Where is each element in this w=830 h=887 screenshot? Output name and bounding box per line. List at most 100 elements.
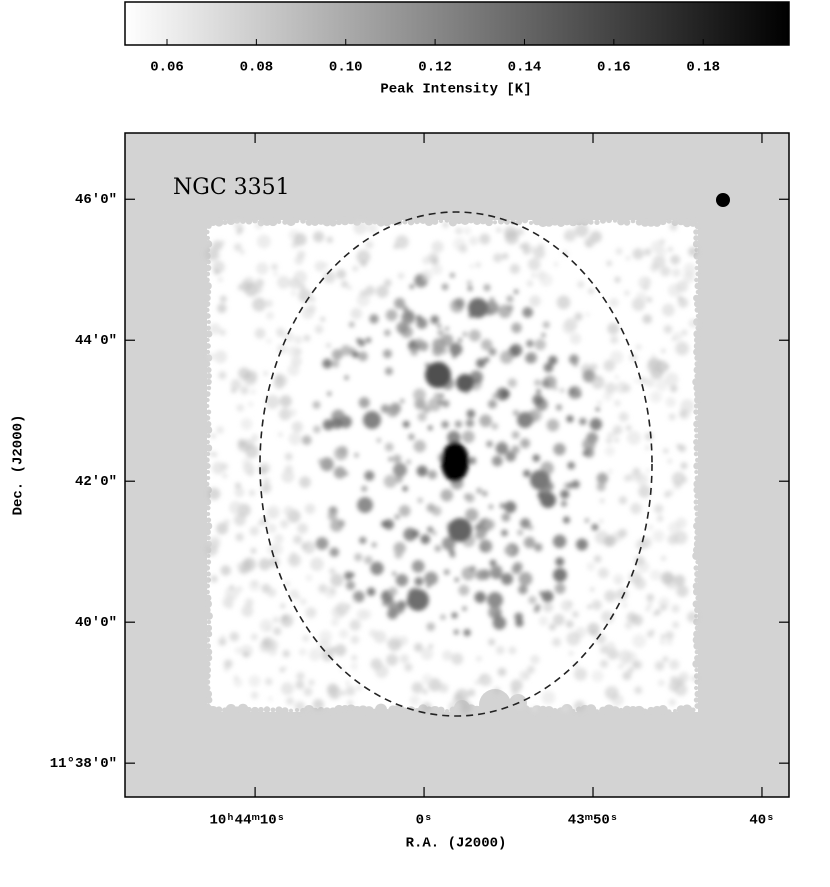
edge (203, 666, 212, 674)
speckle (259, 619, 273, 633)
speckle (298, 648, 307, 656)
speckle (492, 393, 498, 399)
speckle (401, 310, 416, 325)
speckle (629, 353, 638, 362)
edge (206, 511, 211, 517)
speckle (517, 529, 524, 536)
speckle (210, 575, 218, 583)
speckle (373, 630, 387, 644)
edge (205, 421, 212, 427)
speckle (392, 571, 397, 576)
edge (694, 415, 701, 421)
speckle (670, 384, 678, 393)
speckle (223, 519, 231, 526)
cloud (425, 362, 451, 388)
edge (215, 706, 223, 714)
colorbar-tick-label: 0.08 (240, 60, 274, 76)
speckle (243, 462, 255, 475)
edge (205, 337, 210, 343)
speckle (562, 320, 576, 335)
speckle (591, 523, 599, 531)
speckle (591, 375, 605, 390)
speckle (465, 418, 475, 428)
speckle (616, 579, 622, 585)
speckle (504, 545, 514, 555)
speckle (549, 379, 555, 386)
edge (205, 648, 213, 656)
speckle (314, 325, 324, 334)
edge (205, 259, 211, 265)
edge (695, 559, 700, 565)
colorbar-tick-label: 0.14 (508, 60, 542, 76)
speckle (441, 420, 449, 429)
speckle (532, 454, 541, 462)
speckle (668, 413, 676, 421)
speckle (609, 686, 615, 693)
speckle (421, 702, 432, 713)
speckle (607, 468, 613, 475)
edge (694, 690, 702, 698)
speckle (397, 272, 405, 280)
speckle (336, 269, 347, 280)
edge (659, 218, 667, 226)
speckle (432, 345, 443, 357)
speckle (518, 571, 533, 586)
speckle (660, 634, 666, 639)
speckle (252, 433, 258, 439)
edge (693, 565, 699, 571)
speckle (315, 537, 329, 550)
speckle (595, 407, 600, 412)
speckle (287, 345, 298, 357)
speckle (280, 614, 294, 628)
edge (305, 218, 313, 226)
edge (672, 709, 678, 714)
speckle (334, 644, 347, 657)
edge (693, 486, 701, 494)
speckle (617, 663, 624, 670)
speckle (248, 489, 256, 497)
speckle (489, 297, 495, 303)
speckle (506, 295, 514, 303)
speckle (280, 519, 289, 529)
edge (205, 612, 213, 620)
speckle (646, 630, 654, 638)
speckle (663, 491, 671, 498)
edge (693, 697, 700, 703)
speckle (663, 324, 673, 334)
speckle (274, 533, 284, 544)
speckle (462, 331, 468, 337)
speckle (422, 689, 428, 695)
speckle (568, 354, 579, 365)
y-tick-label: 44′0″ (75, 333, 117, 349)
edge (693, 300, 702, 308)
speckle (563, 483, 569, 489)
edge (384, 709, 390, 714)
speckle (438, 683, 449, 694)
edge (205, 343, 211, 349)
plot-frame (124, 132, 790, 798)
speckle (394, 550, 403, 559)
edge (585, 704, 597, 715)
edge (692, 588, 701, 596)
edge (204, 565, 211, 571)
cloud (487, 592, 503, 608)
speckle (421, 269, 433, 282)
edge (692, 600, 700, 608)
speckle (541, 379, 550, 388)
speckle (520, 518, 531, 529)
cloud (448, 518, 472, 542)
speckle (633, 472, 643, 481)
speckle (369, 314, 379, 324)
edge (204, 498, 212, 506)
speckle (683, 270, 696, 283)
speckle (590, 629, 597, 637)
speckle (496, 227, 502, 233)
edge (694, 516, 701, 524)
speckle (276, 275, 291, 289)
speckle (437, 399, 444, 405)
edge (206, 475, 211, 481)
speckle (265, 299, 273, 308)
speckle (353, 590, 365, 603)
edge (652, 218, 662, 227)
